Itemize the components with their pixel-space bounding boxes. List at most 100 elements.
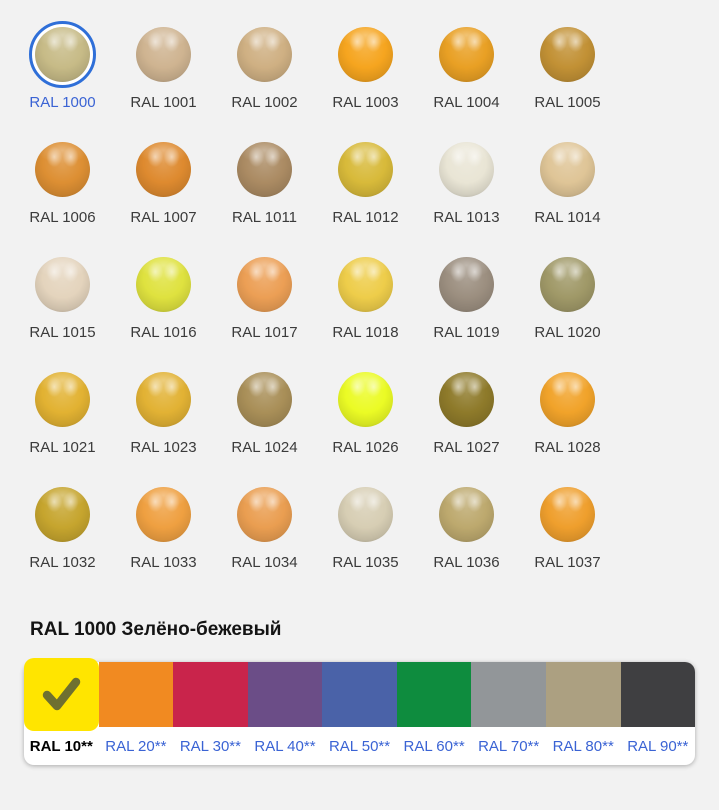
color-cell[interactable]: RAL 1017 [214, 242, 315, 357]
color-cell[interactable]: RAL 1032 [12, 472, 113, 587]
group-swatch-ral90[interactable] [620, 662, 696, 727]
group-link-ral80[interactable]: RAL 80** [552, 737, 614, 755]
color-cell[interactable]: RAL 1020 [517, 242, 618, 357]
color-label[interactable]: RAL 1007 [130, 209, 197, 226]
color-label[interactable]: RAL 1019 [433, 324, 500, 341]
color-sphere[interactable] [237, 487, 292, 542]
group-swatch-ral10[interactable] [24, 658, 99, 731]
color-cell[interactable]: RAL 1019 [416, 242, 517, 357]
color-label[interactable]: RAL 1033 [130, 554, 197, 571]
color-cell[interactable]: RAL 1015 [12, 242, 113, 357]
group-swatch-ral40[interactable] [247, 662, 323, 727]
group-link-ral30[interactable]: RAL 30** [179, 737, 241, 755]
color-cell[interactable]: RAL 1023 [113, 357, 214, 472]
color-cell[interactable]: RAL 1021 [12, 357, 113, 472]
color-sphere[interactable] [338, 372, 393, 427]
color-label[interactable]: RAL 1012 [332, 209, 399, 226]
color-sphere[interactable] [439, 142, 494, 197]
color-label[interactable]: RAL 1006 [29, 209, 96, 226]
color-sphere[interactable] [136, 27, 191, 82]
color-cell[interactable]: RAL 1037 [517, 472, 618, 587]
color-label[interactable]: RAL 1032 [29, 554, 96, 571]
color-label[interactable]: RAL 1035 [332, 554, 399, 571]
color-cell[interactable]: RAL 1036 [416, 472, 517, 587]
color-sphere[interactable] [35, 257, 90, 312]
color-cell[interactable]: RAL 1033 [113, 472, 214, 587]
color-cell[interactable]: RAL 1003 [315, 12, 416, 127]
group-link-ral50[interactable]: RAL 50** [328, 737, 391, 755]
group-link-ral60[interactable]: RAL 60** [403, 737, 465, 755]
color-cell[interactable]: RAL 1014 [517, 127, 618, 242]
color-cell[interactable]: RAL 1027 [416, 357, 517, 472]
color-cell[interactable]: RAL 1005 [517, 12, 618, 127]
color-label[interactable]: RAL 1027 [433, 439, 500, 456]
color-sphere[interactable] [540, 257, 595, 312]
color-sphere[interactable] [136, 372, 191, 427]
group-link-ral20[interactable]: RAL 20** [105, 737, 167, 755]
color-cell[interactable]: RAL 1018 [315, 242, 416, 357]
color-cell[interactable]: RAL 1001 [113, 12, 214, 127]
color-cell[interactable]: RAL 1007 [113, 127, 214, 242]
color-label[interactable]: RAL 1004 [433, 94, 500, 111]
color-sphere[interactable] [439, 372, 494, 427]
color-label[interactable]: RAL 1016 [130, 324, 197, 341]
color-label[interactable]: RAL 1002 [231, 94, 298, 111]
color-label[interactable]: RAL 1005 [534, 94, 601, 111]
color-sphere[interactable] [439, 27, 494, 82]
color-label[interactable]: RAL 1011 [231, 209, 298, 226]
color-sphere[interactable] [439, 487, 494, 542]
color-label[interactable]: RAL 1028 [534, 439, 601, 456]
color-sphere[interactable] [35, 27, 90, 82]
color-label[interactable]: RAL 1013 [433, 209, 500, 226]
color-sphere[interactable] [439, 257, 494, 312]
color-label[interactable]: RAL 1024 [231, 439, 298, 456]
color-label[interactable]: RAL 1014 [534, 209, 601, 226]
color-label[interactable]: RAL 1017 [231, 324, 298, 341]
color-sphere[interactable] [136, 487, 191, 542]
color-cell[interactable]: RAL 1016 [113, 242, 214, 357]
color-sphere[interactable] [35, 487, 90, 542]
color-label[interactable]: RAL 1015 [29, 324, 96, 341]
color-cell[interactable]: RAL 1013 [416, 127, 517, 242]
color-sphere[interactable] [540, 142, 595, 197]
color-sphere[interactable] [338, 27, 393, 82]
group-swatch-ral80[interactable] [545, 662, 621, 727]
color-cell[interactable]: RAL 1002 [214, 12, 315, 127]
color-sphere[interactable] [237, 27, 292, 82]
color-cell[interactable]: RAL 1028 [517, 357, 618, 472]
group-swatch-ral60[interactable] [396, 662, 472, 727]
group-swatch-ral30[interactable] [173, 662, 248, 727]
color-cell[interactable]: RAL 1035 [315, 472, 416, 587]
color-label[interactable]: RAL 1001 [130, 94, 197, 111]
group-swatch-ral50[interactable] [322, 662, 397, 727]
group-swatch-ral70[interactable] [471, 662, 546, 727]
color-label[interactable]: RAL 1020 [534, 324, 601, 341]
color-sphere[interactable] [540, 372, 595, 427]
color-sphere[interactable] [35, 372, 90, 427]
color-sphere[interactable] [338, 487, 393, 542]
color-cell[interactable]: RAL 1006 [12, 127, 113, 242]
color-label[interactable]: RAL 1036 [433, 554, 500, 571]
group-link-ral40[interactable]: RAL 40** [254, 737, 316, 755]
color-sphere[interactable] [136, 257, 191, 312]
color-label[interactable]: RAL 1034 [231, 554, 298, 571]
color-sphere[interactable] [237, 142, 292, 197]
color-cell[interactable]: RAL 1011 [214, 127, 315, 242]
color-label[interactable]: RAL 1021 [29, 439, 96, 456]
color-cell[interactable]: RAL 1026 [315, 357, 416, 472]
color-sphere[interactable] [540, 487, 595, 542]
color-cell[interactable]: RAL 1024 [214, 357, 315, 472]
color-sphere[interactable] [338, 142, 393, 197]
group-link-ral70[interactable]: RAL 70** [478, 737, 540, 755]
color-label[interactable]: RAL 1003 [332, 94, 399, 111]
group-link-ral90[interactable]: RAL 90** [627, 737, 689, 755]
color-label[interactable]: RAL 1018 [332, 324, 399, 341]
color-cell[interactable]: RAL 1000 [12, 12, 113, 127]
color-cell[interactable]: RAL 1004 [416, 12, 517, 127]
color-cell[interactable]: RAL 1012 [315, 127, 416, 242]
color-label[interactable]: RAL 1026 [332, 439, 399, 456]
color-label[interactable]: RAL 1023 [130, 439, 197, 456]
color-sphere[interactable] [35, 142, 90, 197]
color-sphere[interactable] [540, 27, 595, 82]
group-link-ral10[interactable]: RAL 10** [29, 737, 93, 755]
